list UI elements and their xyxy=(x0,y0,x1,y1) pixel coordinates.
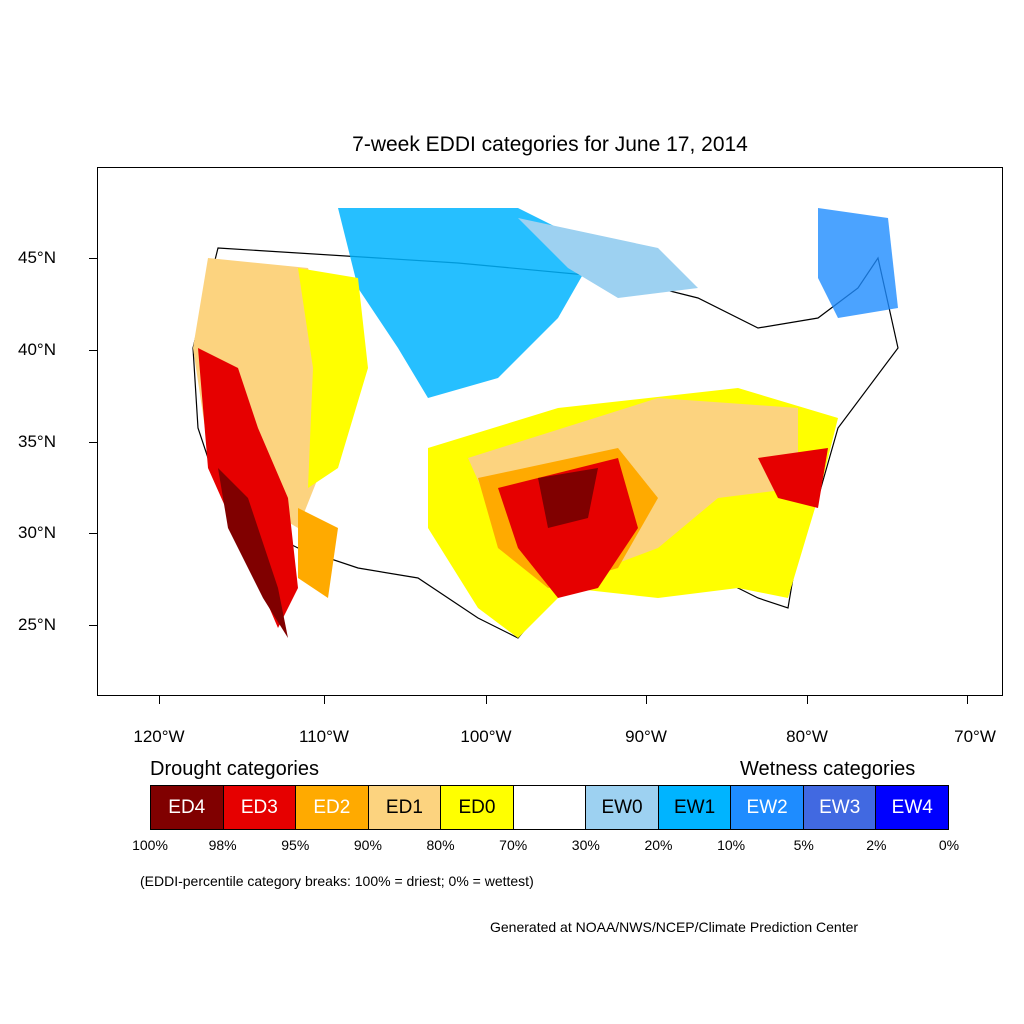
legend-break-label: 0% xyxy=(938,837,960,853)
legend-break-label: 2% xyxy=(866,837,887,853)
legend-break-label: 95% xyxy=(281,837,310,853)
legend-break-label: 70% xyxy=(499,837,528,853)
x-label-100w: 100°W xyxy=(460,727,512,746)
legend-cell-ew0: EW0 xyxy=(586,786,659,829)
legend-cell-ew3: EW3 xyxy=(803,786,877,829)
drought-central-ed3 xyxy=(498,458,638,598)
legend-break-label: 80% xyxy=(426,837,455,853)
y-label-35: 35°N xyxy=(18,432,56,451)
legend-break-label: 98% xyxy=(208,837,237,853)
drought-west-ed2 xyxy=(298,508,338,598)
y-tick xyxy=(89,442,97,443)
drought-west-ed4 xyxy=(218,468,288,638)
map-title: 7-week EDDI categories for June 17, 2014 xyxy=(352,133,748,156)
x-tick xyxy=(967,696,968,704)
legend-cell-ew2: EW2 xyxy=(731,786,804,829)
y-label-25: 25°N xyxy=(18,615,56,634)
x-tick xyxy=(486,696,487,704)
y-label-40: 40°N xyxy=(18,340,56,359)
wet-region-northeast xyxy=(818,208,898,318)
x-tick xyxy=(646,696,647,704)
drought-west-ed3 xyxy=(198,348,298,628)
legend-break-label: 100% xyxy=(132,837,168,853)
drought-east-ed3 xyxy=(758,448,828,508)
drought-central-ed4 xyxy=(538,468,598,528)
wet-region-north xyxy=(338,208,598,398)
legend-break-label: 5% xyxy=(793,837,814,853)
x-tick xyxy=(159,696,160,704)
drought-categories-title: Drought categories xyxy=(150,758,319,780)
eddi-map xyxy=(192,208,899,639)
x-label-80w: 80°W xyxy=(786,727,828,746)
legend-cell-ed2: ED2 xyxy=(296,786,369,829)
legend-colorbar: ED4 ED3 ED2 ED1 ED0 EW0 EW1 EW2 EW3 EW4 xyxy=(150,785,949,830)
legend-cell-normal xyxy=(513,786,587,829)
legend-break-label: 20% xyxy=(644,837,673,853)
x-label-110w: 110°W xyxy=(299,727,349,746)
credit-text: Generated at NOAA/NWS/NCEP/Climate Predi… xyxy=(490,919,859,935)
x-tick xyxy=(807,696,808,704)
x-label-70w: 70°W xyxy=(954,727,996,746)
y-tick xyxy=(89,258,97,259)
y-tick xyxy=(89,533,97,534)
map-area xyxy=(97,167,1003,696)
legend-cell-ed4: ED4 xyxy=(151,786,224,829)
legend-cell-ed0: ED0 xyxy=(441,786,514,829)
y-label-45: 45°N xyxy=(18,248,56,267)
x-tick xyxy=(324,696,325,704)
legend-break-label: 30% xyxy=(571,837,600,853)
legend-break-label: 10% xyxy=(717,837,746,853)
x-label-90w: 90°W xyxy=(625,727,667,746)
drought-west-ed0 xyxy=(298,268,368,488)
x-label-120w: 120°W xyxy=(133,727,185,746)
legend-cell-ed1: ED1 xyxy=(368,786,442,829)
y-tick xyxy=(89,350,97,351)
legend-break-label: 90% xyxy=(353,837,382,853)
wetness-categories-title: Wetness categories xyxy=(740,758,916,780)
wet-region-north-light xyxy=(518,218,698,298)
legend-cell-ew4: EW4 xyxy=(876,786,949,829)
y-tick xyxy=(89,625,97,626)
y-label-30: 30°N xyxy=(18,523,56,542)
legend-cell-ew1: EW1 xyxy=(658,786,732,829)
category-note: (EDDI-percentile category breaks: 100% =… xyxy=(140,873,534,889)
legend-cell-ed3: ED3 xyxy=(223,786,297,829)
